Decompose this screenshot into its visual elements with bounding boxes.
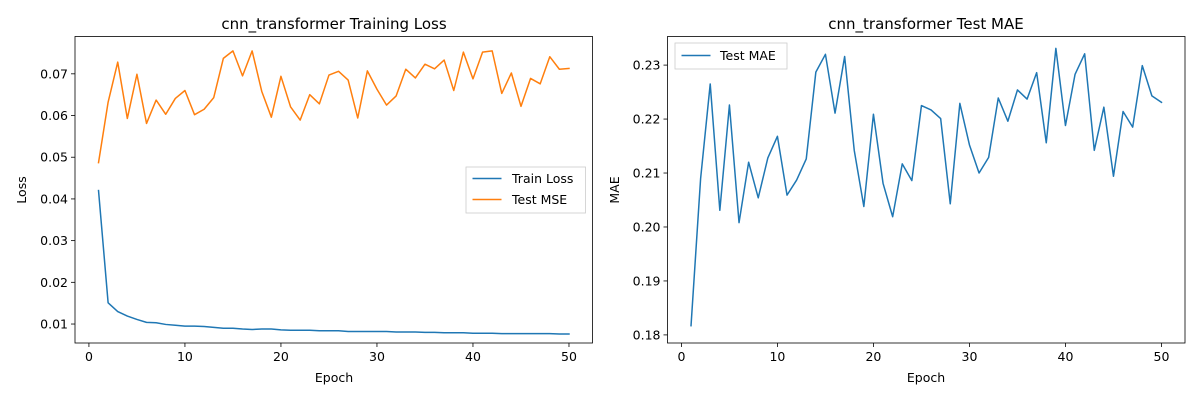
legend-label-train-loss: Train Loss xyxy=(511,171,573,186)
series-line-test-mae xyxy=(690,47,1163,327)
x-tick-label: 50 xyxy=(561,349,577,364)
plot-title: cnn_transformer Test MAE xyxy=(828,15,1023,34)
y-tick-label: 0.06 xyxy=(40,108,68,123)
y-axis-label: MAE xyxy=(607,176,622,203)
axes-frame xyxy=(667,36,1186,344)
axes-frame xyxy=(74,36,593,344)
legend-label-test-mae: Test MAE xyxy=(719,48,776,63)
y-axis: 0.01 0.02 0.03 0.04 0.05 0.06 0.07 xyxy=(40,66,75,332)
test-mae-panel: cnn_transformer Test MAE 0 10 20 30 40 50 0.1… xyxy=(607,15,1186,385)
y-tick-label: 0.18 xyxy=(633,327,661,342)
plot-area xyxy=(690,47,1163,327)
y-tick-label: 0.03 xyxy=(40,233,68,248)
y-tick-label: 0.02 xyxy=(40,275,68,290)
plot-title: cnn_transformer Training Loss xyxy=(221,15,447,34)
x-tick-label: 0 xyxy=(85,349,93,364)
x-tick-label: 10 xyxy=(177,349,193,364)
y-tick-label: 0.22 xyxy=(633,112,661,127)
x-axis: 0 10 20 30 40 50 xyxy=(85,343,577,364)
x-tick-label: 20 xyxy=(273,349,289,364)
x-tick-label: 30 xyxy=(962,349,978,364)
legend: Train Loss Test MSE xyxy=(465,166,586,214)
y-tick-label: 0.01 xyxy=(40,317,68,332)
y-tick-label: 0.23 xyxy=(633,58,661,73)
x-tick-label: 40 xyxy=(1058,349,1074,364)
x-tick-label: 50 xyxy=(1154,349,1170,364)
series-line-train-loss xyxy=(97,189,570,335)
x-tick-label: 20 xyxy=(865,349,881,364)
y-tick-label: 0.19 xyxy=(633,273,661,288)
y-tick-label: 0.04 xyxy=(40,191,68,206)
y-tick-label: 0.07 xyxy=(40,66,68,81)
legend-frame xyxy=(465,166,586,214)
legend-label-test-mse: Test MSE xyxy=(511,192,567,207)
training-loss-panel: cnn_transformer Training Loss 0 10 20 30 40 5… xyxy=(14,15,593,385)
y-tick-label: 0.05 xyxy=(40,150,68,165)
x-tick-label: 40 xyxy=(465,349,481,364)
x-axis-label: Epoch xyxy=(315,370,353,385)
y-axis-label: Loss xyxy=(14,176,29,203)
x-tick-label: 0 xyxy=(677,349,685,364)
y-tick-label: 0.20 xyxy=(633,219,661,234)
plot-area xyxy=(97,50,570,335)
x-axis: 0 10 20 30 40 50 xyxy=(677,343,1169,364)
x-tick-label: 10 xyxy=(769,349,785,364)
legend: Test MAE xyxy=(674,42,788,70)
y-axis: 0.18 0.19 0.20 0.21 0.22 0.23 xyxy=(633,58,668,342)
x-axis-label: Epoch xyxy=(907,370,945,385)
x-tick-label: 30 xyxy=(369,349,385,364)
y-tick-label: 0.21 xyxy=(633,166,661,181)
series-line-test-mse xyxy=(97,50,570,164)
